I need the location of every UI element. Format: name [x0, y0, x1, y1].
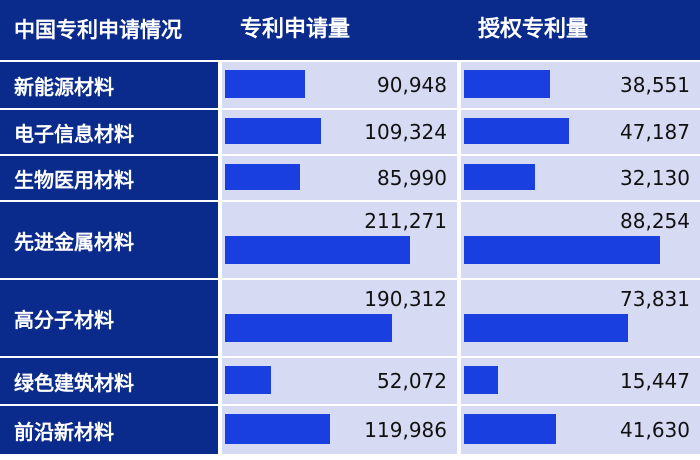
table-row: 新能源材料 90,948 38,551 [0, 62, 700, 108]
applications-value-label: 85,990 [377, 166, 447, 190]
grants-cell: 88,254 [461, 202, 700, 278]
grants-bar [464, 314, 628, 342]
grants-value-label: 73,831 [620, 287, 690, 311]
grants-bar [464, 236, 660, 264]
applications-value-label: 109,324 [364, 120, 447, 144]
table-row: 先进金属材料 211,271 88,254 [0, 202, 700, 278]
grants-value-label: 32,130 [620, 166, 690, 190]
table-row: 前沿新材料 119,986 41,630 [0, 406, 700, 454]
header-applications-title: 专利申请量 [240, 17, 351, 42]
grants-value-label: 47,187 [620, 120, 690, 144]
category-label: 电子信息材料 [0, 110, 218, 154]
category-label: 新能源材料 [0, 62, 218, 108]
grants-value-label: 15,447 [620, 369, 690, 393]
applications-value-label: 90,948 [377, 73, 447, 97]
table-row: 绿色建筑材料 52,072 15,447 [0, 358, 700, 404]
category-label: 前沿新材料 [0, 406, 218, 454]
header-category-title: 中国专利申请情况 [14, 18, 182, 42]
grants-cell: 47,187 [461, 110, 700, 154]
applications-bar [225, 414, 330, 444]
applications-value-label: 190,312 [364, 287, 447, 311]
grants-cell: 73,831 [461, 280, 700, 356]
table-row: 高分子材料 190,312 73,831 [0, 280, 700, 356]
grants-value-label: 38,551 [620, 73, 690, 97]
applications-cell: 211,271 [222, 202, 457, 278]
table-row: 电子信息材料 109,324 47,187 [0, 110, 700, 154]
grants-bar [464, 164, 535, 190]
applications-cell: 109,324 [222, 110, 457, 154]
applications-cell: 119,986 [222, 406, 457, 454]
table-row: 生物医用材料 85,990 32,130 [0, 156, 700, 200]
grants-bar [464, 366, 498, 394]
applications-bar [225, 118, 321, 144]
applications-cell: 85,990 [222, 156, 457, 200]
grants-value-label: 41,630 [620, 418, 690, 442]
grants-bar [464, 70, 550, 98]
applications-bar [225, 366, 271, 394]
category-label: 绿色建筑材料 [0, 358, 218, 404]
grants-value-label: 88,254 [620, 209, 690, 233]
header-grants-title: 授权专利量 [478, 17, 589, 42]
category-label: 生物医用材料 [0, 156, 218, 200]
applications-value-label: 52,072 [377, 369, 447, 393]
applications-bar [225, 236, 410, 264]
table-header: 中国专利申请情况 专利申请量 授权专利量 [0, 0, 700, 60]
applications-value-label: 211,271 [364, 209, 447, 233]
grants-cell: 38,551 [461, 62, 700, 108]
applications-cell: 52,072 [222, 358, 457, 404]
grants-cell: 15,447 [461, 358, 700, 404]
category-label: 高分子材料 [0, 280, 218, 356]
grants-bar [464, 414, 556, 444]
grants-bar [464, 118, 569, 144]
applications-value-label: 119,986 [364, 418, 447, 442]
category-label: 先进金属材料 [0, 202, 218, 278]
grants-cell: 32,130 [461, 156, 700, 200]
applications-bar [225, 314, 392, 342]
applications-cell: 190,312 [222, 280, 457, 356]
applications-bar [225, 70, 305, 98]
applications-cell: 90,948 [222, 62, 457, 108]
applications-bar [225, 164, 300, 190]
grants-cell: 41,630 [461, 406, 700, 454]
